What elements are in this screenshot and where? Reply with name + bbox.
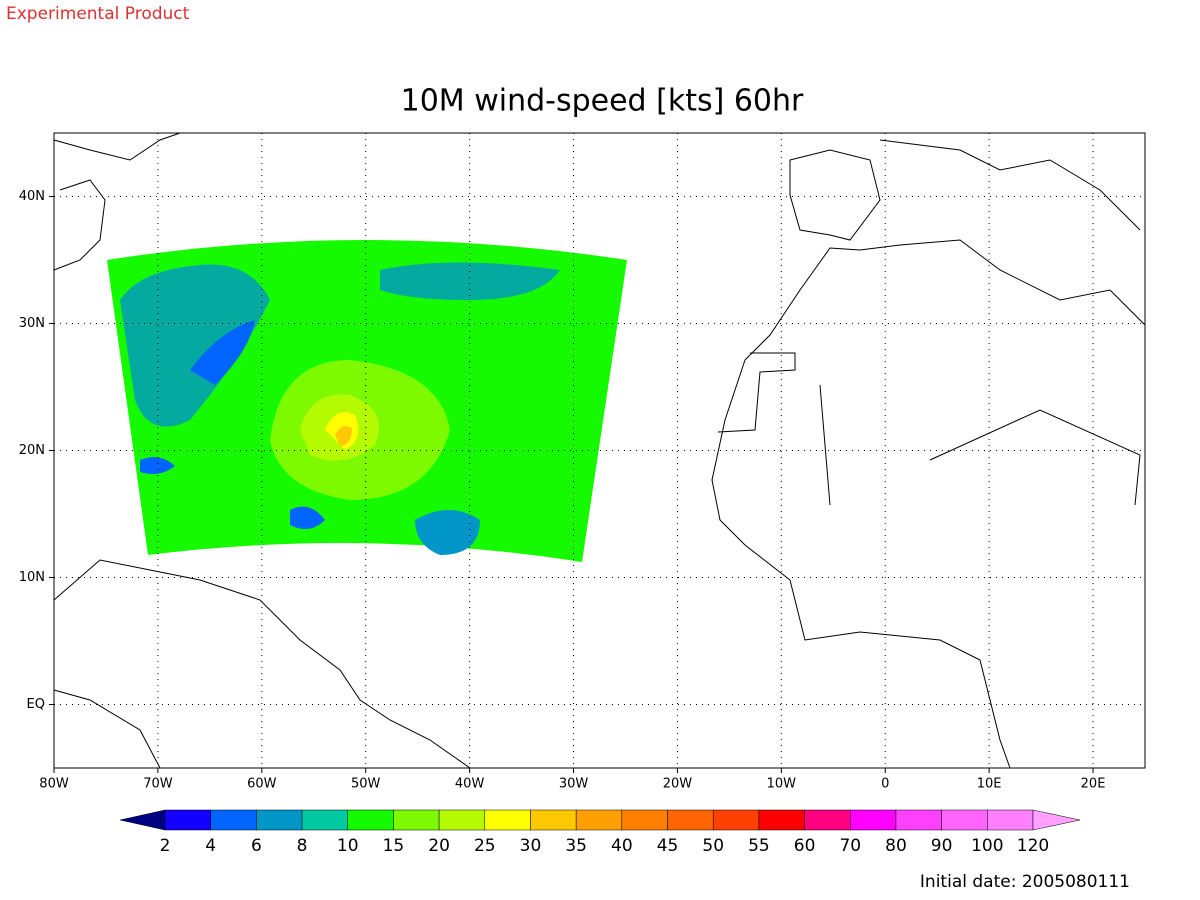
- chart-title: 10M wind-speed [kts] 60hr: [401, 84, 804, 119]
- colorbar-label: 6: [251, 836, 262, 856]
- colorbar-label: 20: [428, 836, 450, 856]
- x-tick-label: 40W: [455, 777, 485, 792]
- coastlines: [53, 132, 1146, 769]
- colorbar-label: 10: [337, 836, 359, 856]
- colorbar-box: [164, 809, 211, 831]
- wind-field: [107, 240, 627, 562]
- colorbar-box: [530, 809, 577, 831]
- x-tick-label: 50W: [351, 777, 381, 792]
- y-tick-label: EQ: [27, 697, 45, 712]
- colorbar-label: 8: [297, 836, 308, 856]
- colorbar-box: [987, 809, 1034, 831]
- colorbar-box: [393, 809, 440, 831]
- colorbar-box: [804, 809, 851, 831]
- colorbar-label: 30: [520, 836, 542, 856]
- colorbar-box: [850, 809, 897, 831]
- x-tick-label: 10W: [767, 777, 797, 792]
- colorbar-label: 60: [794, 836, 816, 856]
- colorbar-box: [895, 809, 942, 831]
- colorbar-box: [484, 809, 531, 831]
- colorbar-label: 2: [160, 836, 171, 856]
- colorbar-box: [438, 809, 486, 831]
- colorbar-box: [347, 809, 394, 831]
- x-tick-label: 80W: [39, 777, 69, 792]
- colorbar-label: 90: [931, 836, 953, 856]
- colorbar-label: 45: [657, 836, 679, 856]
- x-tick-label: 10E: [977, 777, 1002, 792]
- colorbar-box: [575, 809, 623, 831]
- colorbar-label: 50: [702, 836, 724, 856]
- colorbar-box: [941, 809, 988, 831]
- colorbar-box: [210, 809, 257, 831]
- colorbar-label: 55: [748, 836, 770, 856]
- colorbar-label: 15: [383, 836, 405, 856]
- x-tick-label: 70W: [143, 777, 173, 792]
- footer: Initial date: 2005080111: [920, 872, 1130, 892]
- colorbar-box: [758, 809, 805, 831]
- x-tick-label: 60W: [247, 777, 277, 792]
- y-tick-label: 10N: [19, 570, 45, 585]
- header: Experimental Product: [6, 4, 190, 24]
- colorbar-label: 100: [971, 836, 1003, 856]
- colorbar-label: 4: [205, 836, 216, 856]
- x-tick-label: 20E: [1081, 777, 1106, 792]
- y-tick-label: 40N: [19, 189, 45, 204]
- colorbar-over: [1032, 809, 1081, 831]
- colorbar-box: [256, 809, 303, 831]
- x-tick-label: 0: [881, 777, 889, 792]
- x-tick-label: 30W: [559, 777, 589, 792]
- colorbar-box: [712, 809, 760, 831]
- y-tick-label: 20N: [19, 443, 45, 458]
- colorbar-box: [301, 809, 348, 831]
- colorbar-label: 35: [565, 836, 587, 856]
- y-tick-label: 30N: [19, 316, 45, 331]
- colorbar-label: 25: [474, 836, 496, 856]
- colorbar-label: 40: [611, 836, 633, 856]
- colorbar-box: [621, 809, 668, 831]
- colorbar-label: 70: [839, 836, 861, 856]
- colorbar-label: 120: [1017, 836, 1049, 856]
- x-tick-label: 20W: [663, 777, 693, 792]
- colorbar-under: [119, 809, 166, 831]
- colorbar-label: 80: [885, 836, 907, 856]
- colorbar-box: [667, 809, 714, 831]
